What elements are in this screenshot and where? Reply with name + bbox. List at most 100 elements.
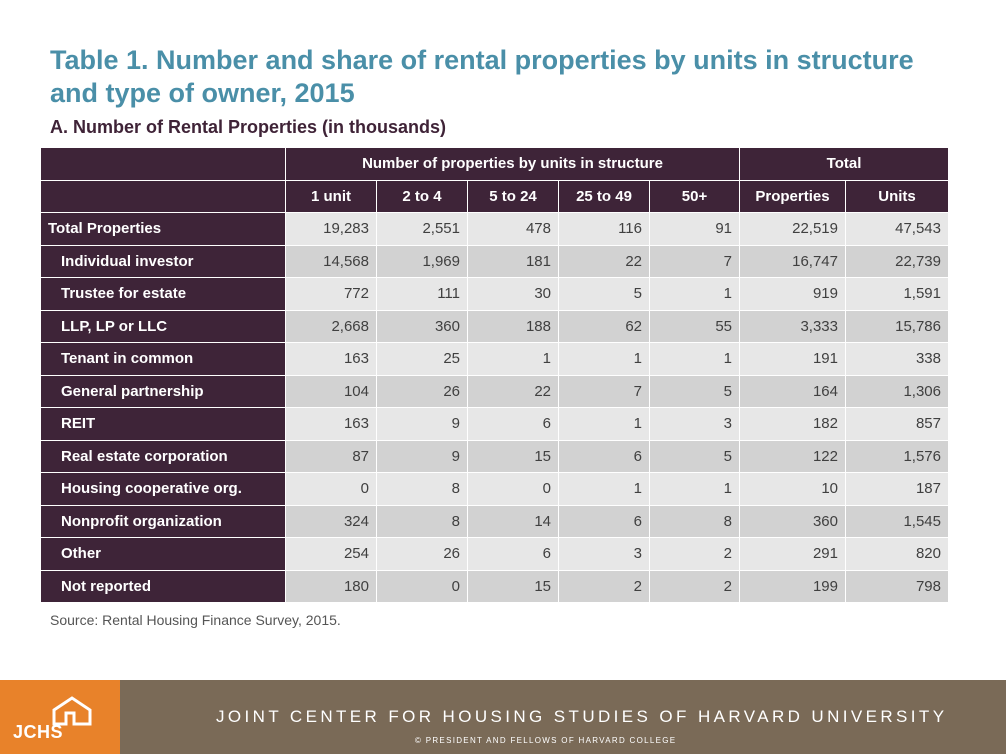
table-cell: 7 (649, 244, 740, 278)
table-cell: 1 (467, 342, 559, 376)
column-header: Units (845, 179, 949, 213)
column-header: 2 to 4 (376, 179, 468, 213)
table-cell: 10 (739, 472, 846, 506)
table-cell: 0 (376, 569, 468, 603)
table-cell: 14,568 (285, 244, 377, 278)
column-header: 1 unit (285, 179, 377, 213)
table-row: Housing cooperative org. 0 8 0 1 1 10 187 (40, 472, 949, 506)
table-row: General partnership 104 26 22 7 5 164 1,306 (40, 374, 949, 408)
table-cell: 3,333 (739, 309, 846, 343)
table-cell: 857 (845, 407, 949, 441)
table-cell: 1 (649, 277, 740, 311)
row-label: Trustee for estate (40, 277, 286, 311)
table-cell: 5 (649, 374, 740, 408)
table-cell: 6 (558, 439, 650, 473)
column-header: Properties (739, 179, 846, 213)
table-cell: 2,551 (376, 212, 468, 246)
table-cell: 25 (376, 342, 468, 376)
table-cell: 0 (467, 472, 559, 506)
table-cell: 338 (845, 342, 949, 376)
table-cell: 3 (649, 407, 740, 441)
table-cell: 1 (558, 407, 650, 441)
row-label: Real estate corporation (40, 439, 286, 473)
table-row: Not reported 180 0 15 2 2 199 798 (40, 569, 949, 603)
table-cell: 2 (558, 569, 650, 603)
table-cell: 1,591 (845, 277, 949, 311)
table-cell: 182 (739, 407, 846, 441)
table-cell: 55 (649, 309, 740, 343)
table-cell: 9 (376, 407, 468, 441)
table-cell: 116 (558, 212, 650, 246)
copyright-notice: © PRESIDENT AND FELLOWS OF HARVARD COLLE… (415, 736, 677, 745)
table-cell: 478 (467, 212, 559, 246)
table-cell: 87 (285, 439, 377, 473)
table-cell: 254 (285, 537, 377, 571)
rental-properties-table: Number of properties by units in structu… (40, 147, 949, 603)
table-cell: 14 (467, 504, 559, 538)
table-row: Nonprofit organization 324 8 14 6 8 360 1,545 (40, 504, 949, 538)
table-row: REIT 163 9 6 1 3 182 857 (40, 407, 949, 441)
table-cell: 6 (467, 537, 559, 571)
table-cell: 1 (558, 472, 650, 506)
table-cell: 122 (739, 439, 846, 473)
table-cell: 798 (845, 569, 949, 603)
table-row: Tenant in common 163 25 1 1 1 191 338 (40, 342, 949, 376)
table-cell: 163 (285, 407, 377, 441)
table-cell: 9 (376, 439, 468, 473)
column-header: 50+ (649, 179, 740, 213)
table-cell: 1,545 (845, 504, 949, 538)
row-label: Not reported (40, 569, 286, 603)
row-label: Other (40, 537, 286, 571)
table-cell: 187 (845, 472, 949, 506)
column-header: 5 to 24 (467, 179, 559, 213)
table-cell: 26 (376, 537, 468, 571)
row-label: Tenant in common (40, 342, 286, 376)
table-cell: 919 (739, 277, 846, 311)
table-cell: 1,306 (845, 374, 949, 408)
table-row: Total Properties 19,283 2,551 478 116 91 22,51… (40, 212, 949, 246)
table-cell: 47,543 (845, 212, 949, 246)
table-cell: 2 (649, 537, 740, 571)
table-cell: 191 (739, 342, 846, 376)
group-header-units: Number of properties by units in structu… (285, 147, 740, 181)
table-cell: 181 (467, 244, 559, 278)
table-cell: 22 (558, 244, 650, 278)
footer-banner: JCHS JOINT CENTER FOR HOUSING STUDIES OF… (0, 680, 1006, 754)
row-label: Nonprofit organization (40, 504, 286, 538)
table-row: Individual investor 14,568 1,969 181 22 7 16,7… (40, 244, 949, 278)
table-cell: 1 (558, 342, 650, 376)
table-cell: 1,576 (845, 439, 949, 473)
table-cell: 104 (285, 374, 377, 408)
house-icon (52, 696, 92, 726)
row-label: REIT (40, 407, 286, 441)
table-cell: 164 (739, 374, 846, 408)
table-cell: 188 (467, 309, 559, 343)
table-cell: 111 (376, 277, 468, 311)
table-cell: 16,747 (739, 244, 846, 278)
table-cell: 8 (376, 472, 468, 506)
table-cell: 1 (649, 342, 740, 376)
jchs-logo: JCHS (0, 680, 120, 754)
table-cell: 360 (739, 504, 846, 538)
table-row: LLP, LP or LLC 2,668 360 188 62 55 3,333 15,786 (40, 309, 949, 343)
table-subtitle: A. Number of Rental Properties (in thous… (50, 117, 447, 137)
table-cell: 62 (558, 309, 650, 343)
table-cell: 6 (467, 407, 559, 441)
column-header: 25 to 49 (558, 179, 650, 213)
table-row: Real estate corporation 87 9 15 6 5 122 1,576 (40, 439, 949, 473)
row-label: Housing cooperative org. (40, 472, 286, 506)
table-cell: 26 (376, 374, 468, 408)
table-cell: 1 (649, 472, 740, 506)
table-cell: 6 (558, 504, 650, 538)
row-label: General partnership (40, 374, 286, 408)
table-cell: 820 (845, 537, 949, 571)
table-cell: 5 (558, 277, 650, 311)
row-label: LLP, LP or LLC (40, 309, 286, 343)
table-cell: 2 (649, 569, 740, 603)
table-cell: 8 (649, 504, 740, 538)
table-cell: 30 (467, 277, 559, 311)
source-note: Source: Rental Housing Finance Survey, 2… (50, 612, 341, 628)
table-cell: 2,668 (285, 309, 377, 343)
table-cell: 22,739 (845, 244, 949, 278)
row-label: Individual investor (40, 244, 286, 278)
